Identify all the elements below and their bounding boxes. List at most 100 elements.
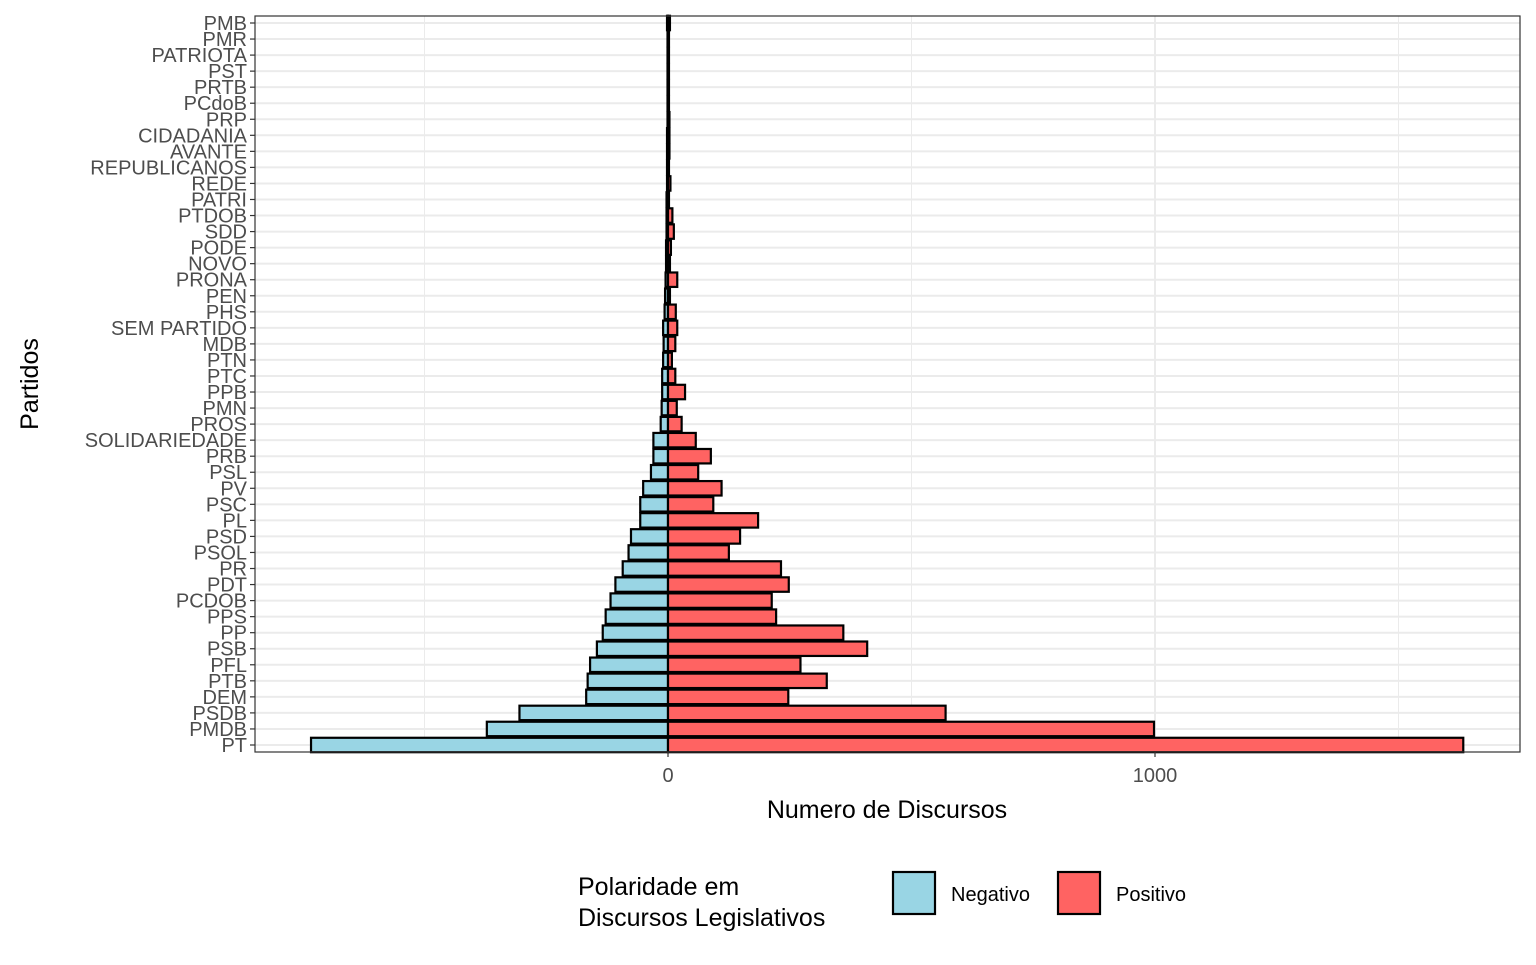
legend-title: Polaridade em <box>578 873 739 901</box>
y-tick-label: PDT <box>207 575 247 597</box>
y-tick-label: PHS <box>206 302 247 324</box>
bar-positivo-ptb <box>666 672 828 690</box>
bar-positivo-pps <box>666 608 778 625</box>
bar-positivo-pr <box>666 560 783 577</box>
bar-negativo-pcdob <box>609 592 670 609</box>
bar-positivo-dem <box>666 688 790 706</box>
y-tick-label: PCdoB <box>184 93 247 115</box>
bar-positivo-solidariedade <box>666 431 697 449</box>
bar-positivo-sdd <box>666 223 675 240</box>
bar-positivo-pt <box>666 736 1465 754</box>
bar-positivo-psol <box>666 544 730 561</box>
y-tick-label: PRTB <box>194 77 247 99</box>
y-tick-label: PRP <box>206 109 247 131</box>
bar-positivo-ppb <box>666 383 687 401</box>
bar-positivo-novo <box>666 255 672 272</box>
y-tick-label: PATRIOTA <box>151 45 247 67</box>
y-tick-label: PR <box>219 559 247 581</box>
y-tick-label: PSC <box>206 494 247 516</box>
bar-positivo-pmn <box>666 399 678 417</box>
bar-negativo-psol <box>627 544 670 561</box>
y-tick-label: PSD <box>206 526 247 548</box>
legend-label-negativo: Negativo <box>951 884 1030 906</box>
y-tick-label: AVANTE <box>170 141 247 163</box>
y-tick-label: DEM <box>203 687 247 709</box>
panel-background <box>255 16 1520 752</box>
bar-positivo-patri <box>666 191 671 208</box>
y-tick-label: PTB <box>208 671 247 693</box>
y-tick-label: PP <box>220 623 247 645</box>
y-tick-label: PL <box>223 510 247 532</box>
y-tick-label: PPS <box>207 607 247 629</box>
bar-negativo-solidariedade <box>652 431 670 449</box>
y-tick-label: CIDADANIA <box>138 125 248 147</box>
x-tick-label: 0 <box>662 765 673 787</box>
bar-positivo-pfl <box>666 656 802 674</box>
legend-key-positivo <box>1056 870 1102 916</box>
bar-negativo-pl <box>639 512 670 529</box>
bar-negativo-pp <box>601 624 670 642</box>
legend-label-positivo: Positivo <box>1116 884 1186 906</box>
bar-negativo-pt <box>309 736 670 754</box>
bar-positivo-psc <box>666 496 715 513</box>
bar-positivo-cidadania <box>666 126 671 144</box>
x-tick-label: 1000 <box>1133 765 1178 787</box>
bar-negativo-psb <box>595 640 670 658</box>
y-tick-label: PFL <box>210 655 247 677</box>
bar-negativo-pfl <box>588 656 670 674</box>
bar-positivo-psl <box>666 463 700 481</box>
y-tick-label: PRONA <box>176 270 248 292</box>
y-tick-label: PRB <box>206 446 247 468</box>
y-tick-label: PSOL <box>194 542 247 564</box>
y-tick-label: PST <box>208 61 247 83</box>
bar-positivo-prp <box>666 110 671 128</box>
bar-negativo-psdb <box>518 704 670 722</box>
legend-title: Discursos Legislativos <box>578 904 825 932</box>
bar-positivo-prona <box>666 271 679 289</box>
bar-negativo-pv <box>642 479 670 497</box>
bar-positivo-pmdb <box>666 720 1156 738</box>
bar-negativo-ptb <box>586 672 670 690</box>
bar-positivo-pp <box>666 624 845 642</box>
bar-negativo-pps <box>604 608 670 625</box>
y-tick-label: REPUBLICANOS <box>90 157 247 179</box>
bar-negativo-psd <box>629 528 670 545</box>
axis-ticks: PTPMDBPSDBDEMPTBPFLPSBPPPPSPCDOBPDTPRPSO… <box>85 13 1178 787</box>
y-tick-label: PMDB <box>189 719 247 741</box>
bar-positivo-psb <box>666 640 869 658</box>
y-tick-label: PMR <box>203 29 247 51</box>
bar-negativo-psc <box>639 496 670 513</box>
bar-negativo-pmdb <box>485 720 670 738</box>
legend: Polaridade em Discursos Legislativos Nega… <box>578 870 1186 932</box>
bar-positivo-pcdob <box>666 94 671 112</box>
bar-positivo-pmr <box>666 30 671 48</box>
legend-key-negativo <box>891 870 937 916</box>
y-tick-label: MDB <box>203 334 247 356</box>
bar-positivo-pmb <box>666 14 672 32</box>
y-tick-label: PATRI <box>191 189 247 211</box>
y-tick-label: PT <box>221 735 247 757</box>
bar-negativo-psl <box>649 463 670 481</box>
bar-positivo-avante <box>666 143 671 160</box>
bar-positivo-pst <box>666 62 671 80</box>
bar-positivo-patriota <box>666 46 671 64</box>
bar-positivo-prtb <box>666 78 671 96</box>
bar-negativo-prb <box>652 447 670 465</box>
x-axis-title: Numero de Discursos <box>767 796 1007 824</box>
y-tick-label: PSDB <box>193 703 247 725</box>
y-tick-label: PMB <box>204 13 247 35</box>
panel-border <box>254 15 1521 753</box>
bar-positivo-pros <box>666 415 683 433</box>
y-tick-label: PEN <box>206 286 247 308</box>
y-tick-label: SDD <box>205 222 247 244</box>
bar-positivo-republicanos <box>666 159 671 176</box>
bar-positivo-ptn <box>666 351 673 369</box>
y-tick-label: PMN <box>203 398 247 420</box>
y-tick-label: SOLIDARIEDADE <box>85 430 247 452</box>
y-tick-label: PPB <box>207 382 247 404</box>
bar-negativo-pdt <box>614 576 670 593</box>
y-tick-label: PTC <box>207 366 247 388</box>
bar-positivo-pcdob <box>666 592 773 609</box>
